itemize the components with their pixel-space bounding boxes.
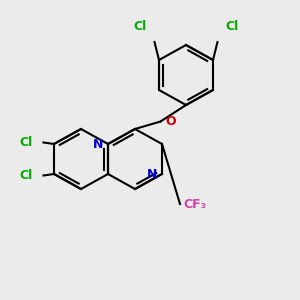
Text: N: N: [93, 137, 104, 151]
Text: CF₃: CF₃: [183, 197, 206, 211]
Text: Cl: Cl: [20, 136, 33, 149]
Text: Cl: Cl: [134, 20, 147, 33]
Text: O: O: [165, 115, 175, 128]
Text: N: N: [147, 167, 158, 181]
Text: Cl: Cl: [225, 20, 238, 33]
Text: Cl: Cl: [20, 169, 33, 182]
